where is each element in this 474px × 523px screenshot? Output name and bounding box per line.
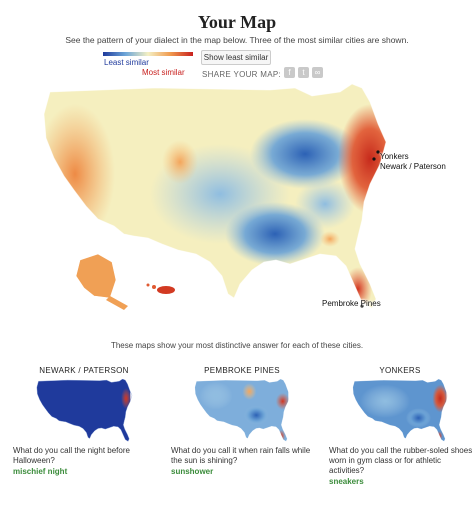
alaska-tail [106, 296, 128, 310]
newark-marker [372, 157, 376, 161]
legend-least-label: Least similar [104, 58, 149, 67]
legend-most-label: Most similar [142, 68, 185, 77]
panel-question: What do you call the night before Hallow… [13, 446, 130, 465]
panel-title: NEWARK / PATERSON [39, 366, 129, 375]
panel-title: PEMBROKE PINES [204, 366, 280, 375]
alaska-region [75, 253, 117, 299]
link-icon[interactable]: ∞ [312, 67, 323, 78]
legend-gradient-bar [103, 52, 193, 56]
city-label-yonkers: Yonkers [380, 152, 409, 161]
twitter-icon[interactable]: t [298, 67, 309, 78]
hawaii-region [157, 286, 175, 294]
page-subtitle: See the pattern of your dialect in the m… [65, 35, 409, 45]
panel-map [352, 379, 449, 442]
panel-question: What do you call it when rain falls whil… [171, 446, 311, 465]
dialect-similarity-map[interactable] [40, 84, 400, 316]
page-title: Your Map [197, 12, 277, 32]
panel-map [194, 379, 291, 442]
city-label-pembroke-pines: Pembroke Pines [322, 299, 381, 308]
us-heatmap [44, 84, 386, 308]
facebook-icon[interactable]: f [284, 67, 295, 78]
panel-question: What do you call the rubber-soled shoes … [329, 446, 473, 475]
panel-title: YONKERS [379, 366, 421, 375]
show-least-similar-button[interactable]: Show least similar [201, 50, 271, 65]
yonkers-marker [376, 150, 380, 154]
distinct-answers-note: These maps show your most distinctive an… [110, 341, 364, 350]
city-label-newark-paterson: Newark / Paterson [380, 162, 446, 171]
panel-answer: sneakers [329, 477, 364, 486]
pembroke-pines-marker [360, 304, 364, 308]
panel-answer: sunshower [171, 467, 214, 476]
panel-map [36, 379, 133, 442]
panel-answer: mischief night [13, 467, 68, 476]
share-label: SHARE YOUR MAP: [202, 70, 282, 79]
